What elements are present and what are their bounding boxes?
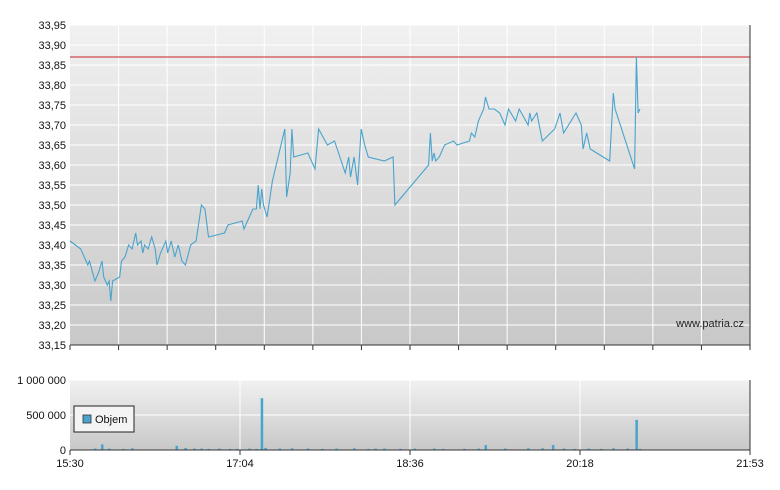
watermark: www.patria.cz	[675, 318, 744, 330]
price-y-axis-ticks: 33,15 33,20 33,25 33,30 33,35 33,40 33,45 33,50…	[38, 20, 66, 352]
legend: Objem	[73, 405, 135, 433]
volume-bar	[175, 445, 178, 450]
volume-y-tick-label: 0	[60, 445, 66, 457]
volume-bar	[551, 445, 555, 450]
volume-panel: 0 500 000 1 000 000 15:30 17:04 18:36 20:18 21…	[17, 375, 764, 470]
x-tick-label: 15:30	[56, 458, 84, 470]
price-gridlines	[70, 24, 750, 345]
volume-bar	[353, 448, 356, 451]
volume-bar	[108, 448, 111, 450]
price-y-tick-label: 33,50	[38, 200, 66, 212]
volume-bar	[321, 448, 324, 450]
volume-bar	[463, 448, 466, 450]
price-y-tick-label: 33,80	[38, 80, 66, 92]
volume-x-axis-ticks: 15:30 17:04 18:36 20:18 21:53	[56, 450, 764, 470]
price-y-tick-label: 33,20	[38, 320, 66, 332]
price-y-tick-label: 33,25	[38, 300, 66, 312]
volume-bar	[573, 448, 576, 450]
legend-swatch	[82, 414, 92, 424]
volume-bar	[587, 448, 590, 450]
volume-bar	[635, 419, 638, 450]
price-y-tick-label: 33,45	[38, 220, 66, 232]
volume-bar	[235, 448, 239, 450]
volume-bar	[101, 444, 104, 450]
volume-y-tick-label: 1 000 000	[17, 375, 66, 387]
volume-bar	[255, 448, 258, 450]
x-tick-label: 21:53	[736, 458, 764, 470]
x-tick-label: 20:18	[566, 458, 594, 470]
volume-bar	[290, 448, 294, 451]
volume-bar	[306, 448, 310, 450]
volume-bar	[562, 448, 566, 450]
price-y-tick-label: 33,30	[38, 280, 66, 292]
legend-label: Objem	[95, 414, 127, 426]
volume-bar	[335, 448, 338, 450]
volume-bar	[541, 448, 544, 451]
price-y-tick-label: 33,75	[38, 100, 66, 112]
price-y-tick-label: 33,85	[38, 60, 66, 72]
volume-bar	[193, 448, 196, 450]
volume-y-tick-label: 500 000	[26, 410, 66, 422]
volume-bar	[504, 448, 507, 450]
volume-bar	[207, 448, 210, 450]
price-y-tick-label: 33,90	[38, 40, 66, 52]
volume-bar	[612, 448, 615, 451]
price-y-tick-label: 33,70	[38, 120, 66, 132]
volume-y-axis-ticks: 0 500 000 1 000 000	[17, 375, 66, 457]
volume-bar	[218, 448, 221, 450]
price-series-line	[69, 56, 641, 302]
volume-bar	[248, 448, 251, 450]
price-y-tick-label: 33,35	[38, 260, 66, 272]
volume-bar	[228, 448, 232, 450]
volume-bar	[260, 398, 264, 450]
volume-bar	[264, 447, 267, 450]
volume-bar	[626, 448, 629, 450]
volume-bar	[374, 448, 377, 450]
price-x-axis-ticks	[69, 345, 751, 350]
volume-bar	[413, 448, 416, 450]
volume-gridlines	[70, 379, 750, 450]
price-y-tick-label: 33,40	[38, 240, 66, 252]
x-tick-label: 17:04	[226, 458, 254, 470]
volume-bars	[93, 398, 642, 451]
volume-bar	[441, 448, 445, 450]
legend-box	[73, 405, 135, 433]
volume-bar	[200, 448, 203, 450]
price-y-tick-label: 33,15	[38, 340, 66, 352]
price-y-tick-label: 33,60	[38, 160, 66, 172]
volume-bar	[93, 448, 97, 450]
price-panel: 33,15 33,20 33,25 33,30 33,35 33,40 33,45 33,50…	[38, 20, 751, 352]
volume-bar	[122, 448, 125, 450]
volume-bar	[484, 445, 487, 450]
volume-bar	[184, 447, 187, 450]
volume-bar	[383, 448, 386, 450]
volume-bar	[131, 448, 134, 451]
volume-bar	[527, 448, 530, 451]
volume-bar	[638, 448, 642, 450]
volume-bar	[477, 448, 480, 450]
volume-bar	[599, 448, 603, 450]
x-tick-label: 18:36	[396, 458, 424, 470]
price-y-tick-label: 33,95	[38, 20, 66, 32]
volume-bar	[278, 448, 281, 450]
volume-bar	[399, 448, 402, 450]
price-y-tick-label: 33,55	[38, 180, 66, 192]
volume-bar	[367, 448, 370, 450]
volume-bar	[433, 448, 436, 450]
price-y-tick-label: 33,65	[38, 140, 66, 152]
